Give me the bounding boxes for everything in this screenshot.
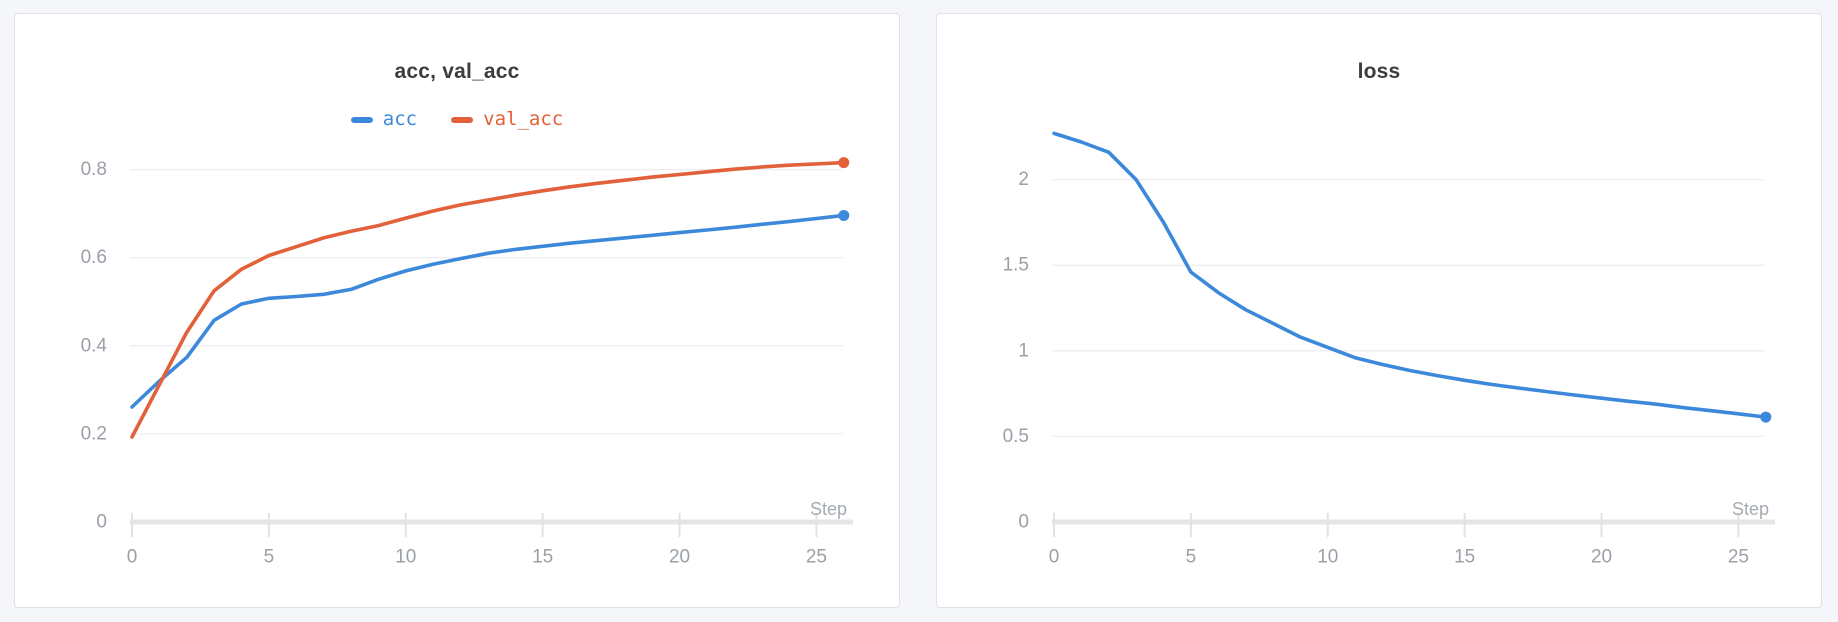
y-tick-label: 1 xyxy=(1018,340,1029,361)
y-tick-label: 0.5 xyxy=(1003,426,1029,447)
series-endpoint-loss xyxy=(1760,411,1772,423)
y-tick-label: 0 xyxy=(1018,512,1029,533)
x-tick-label: 20 xyxy=(669,547,690,568)
chart-title-accuracy: acc, val_acc xyxy=(394,60,520,83)
x-axis-tick xyxy=(267,513,270,537)
x-tick-label: 0 xyxy=(127,547,138,568)
x-axis-tick xyxy=(541,513,544,537)
x-axis-tick xyxy=(1326,513,1329,537)
y-tick-label: 0.4 xyxy=(81,335,108,356)
x-axis-line xyxy=(1052,519,1775,525)
x-tick-label: 5 xyxy=(264,547,275,568)
x-tick-label: 20 xyxy=(1591,547,1612,568)
x-axis-name: Step xyxy=(810,499,847,519)
x-tick-label: 10 xyxy=(1317,547,1338,568)
series-line-loss xyxy=(1052,131,1768,419)
x-tick-label: 10 xyxy=(395,547,416,568)
chart-panel-loss[interactable]: 0 0.5 1 1.5 2 0 5 10 15 20 25 Step loss xyxy=(936,13,1822,608)
y-tick-label: 1.5 xyxy=(1003,255,1029,276)
series-endpoint-val_acc xyxy=(838,157,850,169)
series-endpoint-acc xyxy=(838,209,850,221)
legend-label: val_acc xyxy=(483,108,564,130)
legend-item-val_acc[interactable]: val_acc xyxy=(451,110,563,129)
x-tick-label: 15 xyxy=(1454,547,1475,568)
x-tick-label: 15 xyxy=(532,547,553,568)
x-tick-label: 0 xyxy=(1049,547,1060,568)
x-axis-name: Step xyxy=(1732,499,1769,519)
legend-item-acc[interactable]: acc xyxy=(350,108,418,130)
x-axis-tick xyxy=(1189,513,1192,537)
x-axis-tick xyxy=(1053,513,1055,537)
y-tick-label: 2 xyxy=(1018,169,1029,190)
chart-legend: acc val_acc xyxy=(15,110,899,129)
x-axis-tick xyxy=(678,513,681,537)
x-axis-tick xyxy=(815,513,818,537)
x-tick-label: 25 xyxy=(1728,547,1749,568)
chart-panel-accuracy[interactable]: 0 0.2 0.4 0.6 0.8 0 5 10 15 20 25 Step acc, val_acc… xyxy=(14,13,900,608)
legend-swatch-icon xyxy=(451,116,474,123)
y-tick-label: 0.8 xyxy=(81,159,107,180)
x-axis-tick xyxy=(404,513,407,537)
x-axis-tick xyxy=(131,513,133,537)
x-axis-tick xyxy=(1463,513,1466,537)
y-tick-label: 0 xyxy=(96,512,107,533)
y-tick-label: 0.6 xyxy=(81,247,107,268)
chart-title-loss: loss xyxy=(1357,60,1401,83)
x-tick-label: 5 xyxy=(1186,547,1197,568)
legend-swatch-icon xyxy=(350,116,373,123)
x-tick-label: 25 xyxy=(806,547,827,568)
x-axis-line xyxy=(130,519,853,525)
series-line-val_acc xyxy=(130,160,846,439)
x-axis-tick xyxy=(1600,513,1603,537)
accuracy-line-chart[interactable]: 0 0.2 0.4 0.6 0.8 0 5 10 15 20 25 Step xyxy=(15,14,901,609)
legend-label: acc xyxy=(382,108,418,130)
x-axis-tick xyxy=(1737,513,1740,537)
series-line-acc xyxy=(130,213,846,409)
y-tick-label: 0.2 xyxy=(81,423,107,444)
